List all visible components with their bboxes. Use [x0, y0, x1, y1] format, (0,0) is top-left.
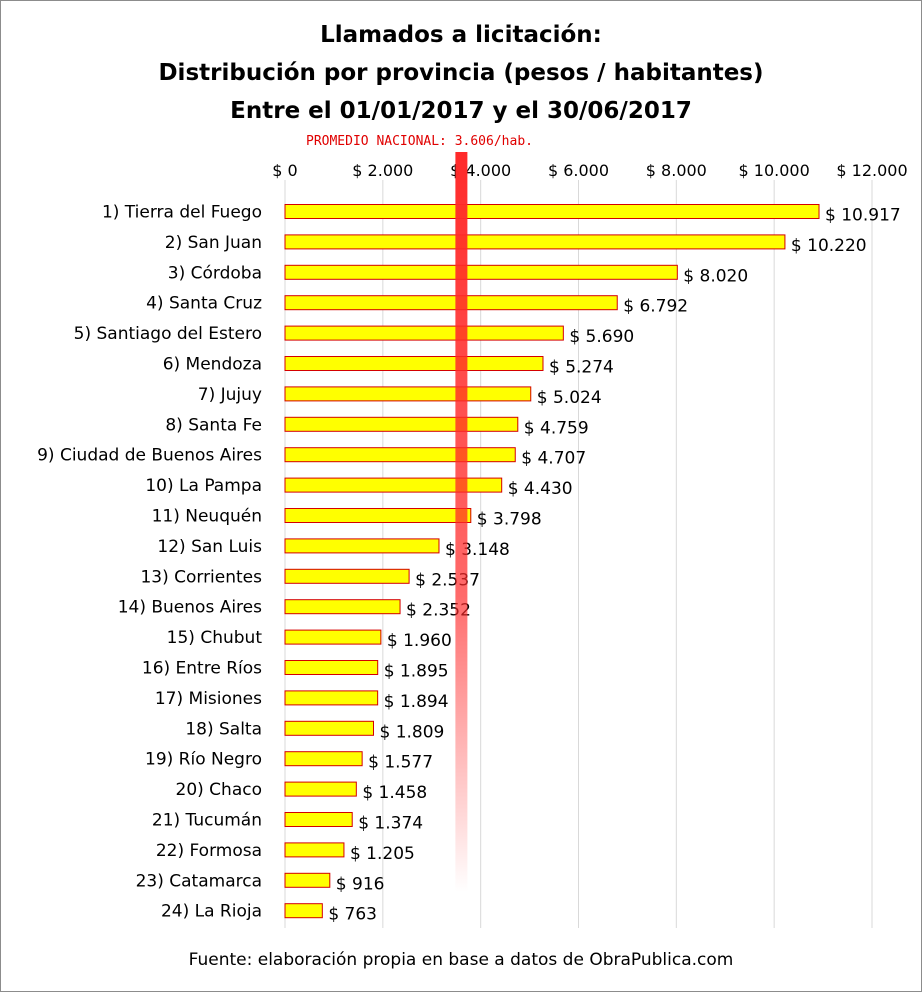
category-label: 23) Catamarca [136, 871, 262, 891]
category-label: 12) San Luis [157, 537, 262, 557]
value-label: $ 2.537 [415, 570, 480, 590]
bar [284, 903, 323, 919]
category-label: 21) Tucumán [152, 811, 262, 831]
bar [284, 508, 472, 523]
value-label: $ 1.895 [384, 662, 449, 682]
category-label: 6) Mendoza [163, 355, 262, 375]
chart-title-line-1: Llamados a licitación: [320, 22, 602, 48]
value-label: $ 5.690 [569, 327, 634, 347]
category-label: 24) La Rioja [161, 902, 262, 922]
category-label: 14) Buenos Aires [118, 598, 262, 618]
bar [284, 295, 618, 311]
national-average-line [455, 152, 468, 892]
value-label: $ 4.430 [508, 479, 573, 499]
x-tick-label: $ 12.000 [836, 161, 907, 180]
bar [284, 751, 363, 767]
value-label: $ 1.960 [387, 631, 452, 651]
value-label: $ 5.274 [549, 358, 614, 378]
value-label: $ 1.894 [384, 692, 449, 712]
category-label: 5) Santiago del Estero [74, 324, 262, 344]
category-label: 16) Entre Ríos [142, 659, 262, 679]
category-label: 19) Río Negro [145, 750, 262, 770]
category-label: 20) Chaco [176, 780, 262, 800]
bar [284, 720, 374, 736]
x-axis-ticks: $ 0 $ 2.000 $ 4.000 $ 6.000 $ 8.000 $ 10.000 $… [272, 161, 907, 180]
x-tick-label: $ 6.000 [548, 161, 609, 180]
value-label: $ 2.352 [406, 601, 471, 621]
x-tick-label: $ 10.000 [739, 161, 810, 180]
bars [284, 204, 820, 919]
value-label: $ 3.798 [477, 510, 542, 530]
bar [284, 781, 357, 797]
value-label: $ 1.577 [368, 753, 433, 773]
category-label: 15) Chubut [167, 628, 263, 648]
category-label: 13) Corrientes [140, 567, 262, 587]
value-label: $ 5.024 [537, 388, 602, 408]
value-label: $ 763 [328, 905, 377, 925]
x-tick-label: $ 8.000 [646, 161, 707, 180]
value-label: $ 1.205 [350, 844, 415, 864]
value-label: $ 10.917 [825, 206, 901, 226]
bar [284, 477, 503, 493]
source-note: Fuente: elaboración propia en base a dat… [188, 950, 734, 970]
value-label: $ 4.759 [524, 418, 589, 438]
value-label: $ 3.148 [445, 540, 510, 560]
bar [284, 264, 678, 280]
bar [284, 690, 379, 706]
x-tick-label: $ 0 [272, 161, 297, 180]
category-label: 2) San Juan [165, 233, 262, 253]
category-label: 3) Córdoba [168, 263, 262, 283]
bar [284, 538, 440, 554]
category-label: 22) Formosa [156, 841, 262, 861]
value-label: $ 6.792 [623, 297, 688, 317]
value-label: $ 10.220 [791, 236, 867, 256]
national-average-label: PROMEDIO NACIONAL: 3.606/hab. [306, 134, 533, 149]
bar [284, 812, 353, 827]
value-label: $ 1.809 [379, 722, 444, 742]
category-label: 10) La Pampa [145, 476, 262, 496]
value-label: $ 1.374 [358, 814, 423, 834]
bar [284, 872, 331, 888]
x-tick-label: $ 2.000 [352, 161, 413, 180]
category-label: 17) Misiones [155, 689, 262, 709]
bar [284, 416, 519, 432]
bar [284, 568, 410, 584]
category-label: 1) Tierra del Fuego [102, 203, 262, 223]
value-label: $ 1.458 [362, 783, 427, 803]
bar [284, 356, 544, 371]
bar [284, 447, 516, 463]
bar [284, 234, 786, 250]
bar [284, 599, 401, 615]
category-label: 4) Santa Cruz [146, 294, 262, 314]
category-label: 11) Neuquén [152, 507, 262, 527]
bar [284, 386, 532, 402]
bar [284, 325, 564, 341]
category-label: 7) Jujuy [198, 385, 262, 405]
category-labels: 1) Tierra del Fuego 2) San Juan 3) Córdoba… [37, 203, 262, 922]
bar [284, 629, 382, 645]
category-label: 8) Santa Fe [165, 415, 262, 435]
value-label: $ 916 [336, 874, 385, 894]
category-label: 18) Salta [185, 719, 262, 739]
value-labels: $ 10.917 $ 10.220 $ 8.020 $ 6.792 $ 5.690 $ 5… [328, 206, 900, 925]
bar [284, 204, 820, 219]
chart-title-line-2: Distribución por provincia (pesos / habi… [158, 60, 764, 86]
value-label: $ 8.020 [683, 266, 748, 286]
bar [284, 660, 379, 675]
category-label: 9) Ciudad de Buenos Aires [37, 446, 262, 466]
chart-title-line-3: Entre el 01/01/2017 y el 30/06/2017 [230, 98, 692, 124]
value-label: $ 4.707 [521, 449, 586, 469]
bar [284, 842, 345, 858]
